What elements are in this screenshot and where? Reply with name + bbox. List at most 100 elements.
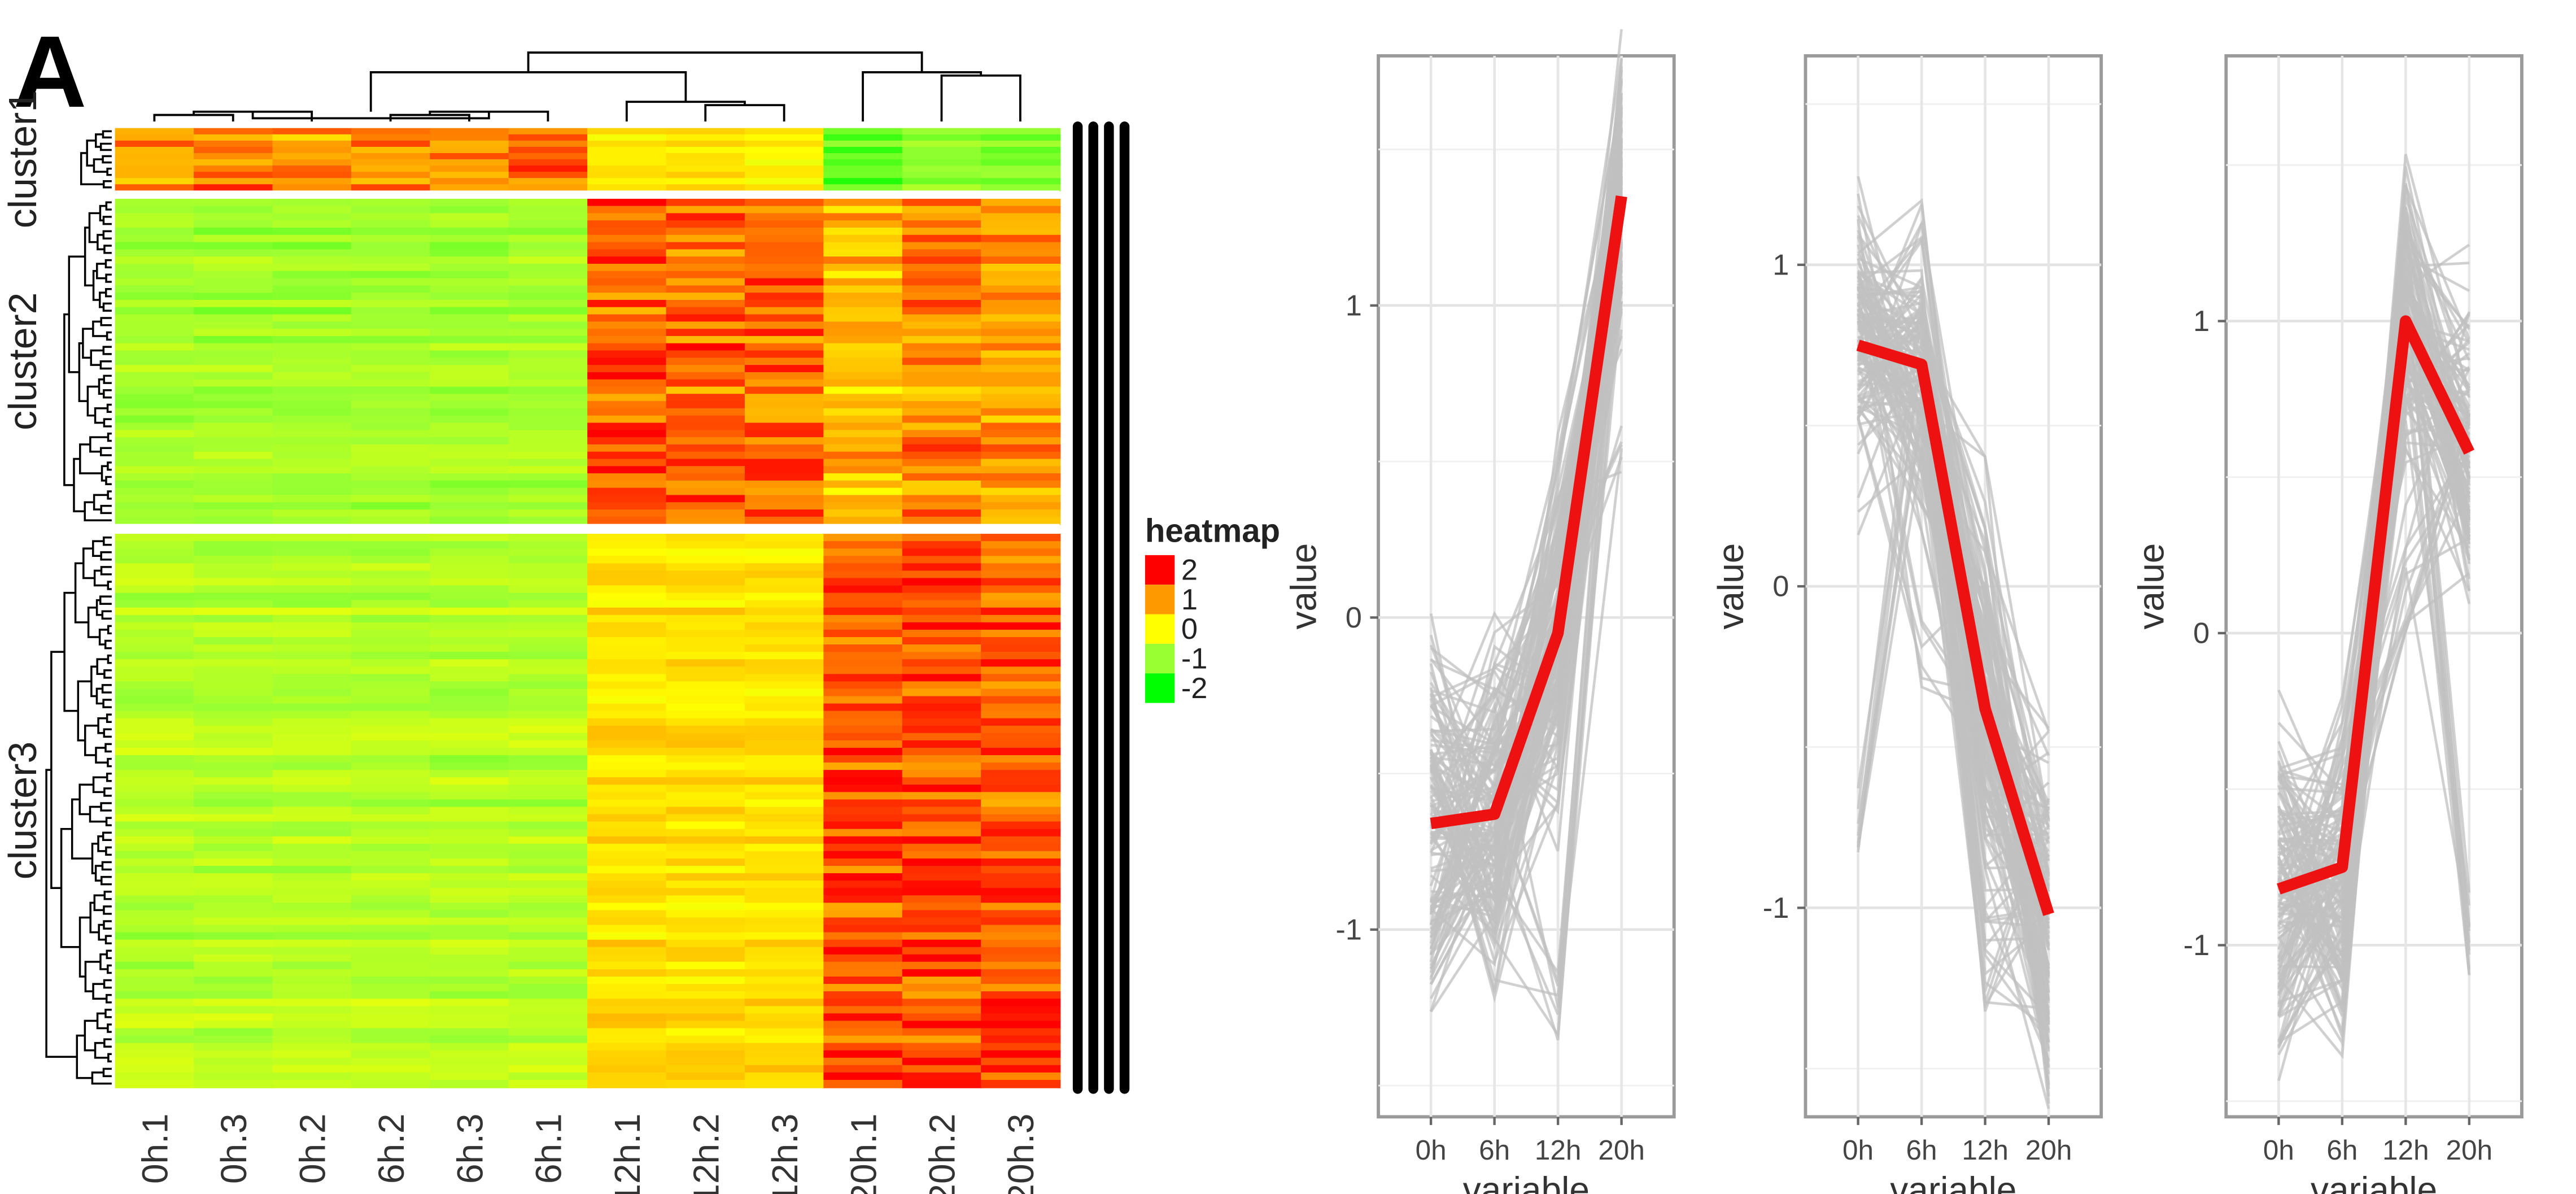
heatmap-cell: [351, 652, 431, 660]
heatmap-cell: [666, 451, 746, 460]
heatmap-cell: [115, 725, 195, 734]
heatmap-cell: [744, 459, 825, 467]
heatmap-cell: [587, 228, 667, 236]
heatmap-cell: [587, 666, 667, 676]
heatmap-cell: [351, 785, 431, 794]
heatmap-cell: [508, 1050, 588, 1059]
heatmap-cell: [508, 459, 588, 467]
heatmap-cell: [508, 703, 588, 712]
dendrogram-branch: [96, 658, 108, 676]
heatmap-cell: [587, 888, 667, 897]
heatmap-cell: [508, 785, 588, 794]
x-tick-label: 20h: [1598, 1135, 1645, 1166]
heatmap-cell: [508, 688, 588, 698]
heatmap-cell: [902, 451, 982, 460]
heatmap-cell: [508, 622, 588, 631]
heatmap-cell: [272, 799, 352, 808]
heatmap-cell: [115, 350, 195, 359]
heatmap-cell: [587, 1057, 667, 1066]
heatmap-cell: [115, 851, 195, 860]
heatmap-cell: [981, 437, 1061, 446]
dendrogram-branch: [102, 346, 112, 355]
heatmap-cell: [194, 785, 274, 794]
heatmap-cell: [823, 502, 903, 511]
heatmap-cell: [981, 146, 1061, 154]
heatmap-cell: [115, 263, 195, 272]
heatmap-cell: [508, 365, 588, 373]
heatmap-cell: [430, 777, 510, 786]
heatmap-cell: [587, 607, 667, 616]
heatmap-cell: [744, 220, 825, 229]
heatmap-cell: [744, 444, 825, 453]
heatmap-cell: [194, 637, 274, 646]
heatmap-cell: [430, 644, 510, 653]
heatmap-cell: [508, 541, 588, 550]
dendrogram-branch: [101, 684, 112, 694]
cluster-separator: [115, 190, 1060, 199]
heatmap-cell: [508, 379, 588, 388]
heatmap-cell: [351, 777, 431, 786]
heatmap-cell: [351, 146, 431, 154]
heatmap-cell: [981, 652, 1061, 660]
heatmap-cell: [351, 1043, 431, 1052]
legend-label: 0: [1181, 613, 1198, 646]
heatmap-cell: [351, 128, 431, 136]
heatmap-cell: [194, 755, 274, 764]
heatmap-cell: [430, 358, 510, 366]
heatmap-cell: [744, 932, 825, 941]
heatmap-cell: [430, 999, 510, 1008]
heatmap-cell: [194, 1021, 274, 1030]
heatmap-cell: [587, 372, 667, 381]
heatmap-cell: [744, 851, 825, 860]
heatmap-cell: [587, 509, 667, 518]
heatmap-cell: [823, 903, 903, 912]
heatmap-cell: [666, 358, 746, 366]
heatmap-cell: [194, 541, 274, 550]
heatmap-cell: [666, 1035, 746, 1044]
heatmap-cell: [587, 740, 667, 749]
heatmap-cell: [508, 487, 588, 496]
heatmap-cell: [587, 1035, 667, 1044]
heatmap-cell: [902, 903, 982, 912]
heatmap-cell: [508, 350, 588, 359]
heatmap-cell: [115, 688, 195, 698]
heatmap-cell: [115, 534, 195, 542]
heatmap-cell: [981, 688, 1061, 698]
heatmap-cell: [508, 866, 588, 874]
heatmap-cell: [115, 415, 195, 424]
heatmap-cell: [823, 969, 903, 978]
heatmap-cell: [587, 821, 667, 830]
heatmap-cell: [194, 578, 274, 587]
heatmap-cell: [902, 242, 982, 251]
dendrogram-branch: [106, 772, 112, 782]
dendrogram-branch: [103, 1038, 112, 1048]
heatmap-cell: [351, 570, 431, 579]
heatmap-cell: [744, 954, 825, 963]
heatmap-cell: [272, 954, 352, 963]
heatmap-cell: [194, 991, 274, 1000]
heatmap-cell: [115, 372, 195, 381]
heatmap-cell: [430, 516, 510, 525]
heatmap-cell: [666, 770, 746, 778]
heatmap-cell: [902, 541, 982, 550]
heatmap-cell: [744, 910, 825, 919]
heatmap-cell: [666, 1021, 746, 1030]
heatmap-cell: [744, 466, 825, 474]
heatmap-cell: [115, 159, 195, 167]
heatmap-cell: [666, 666, 746, 676]
heatmap-cell: [823, 422, 903, 432]
heatmap-cell: [981, 502, 1061, 511]
heatmap-cell: [351, 585, 431, 594]
y-axis-title: value: [1283, 543, 1324, 630]
heatmap-cell: [351, 814, 431, 823]
heatmap-cell: [272, 792, 352, 801]
heatmap-cell: [351, 563, 431, 572]
heatmap-cell: [430, 969, 510, 978]
heatmap-cell: [981, 293, 1061, 301]
heatmap-cell: [744, 299, 825, 308]
heatmap-cell: [902, 350, 982, 359]
heatmap-cell: [666, 703, 746, 712]
heatmap-cell: [115, 681, 195, 690]
heatmap-cell: [744, 888, 825, 897]
heatmap-cell: [981, 249, 1061, 258]
